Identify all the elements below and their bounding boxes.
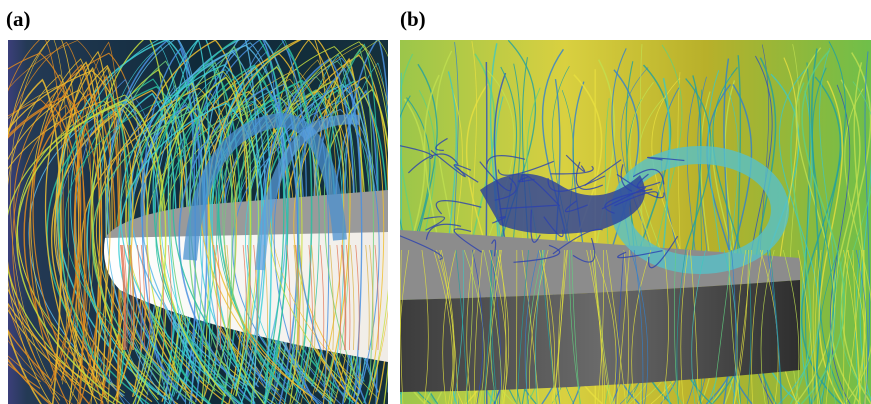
panel-label: (b) [400,7,426,31]
panel-label: (a) [6,7,31,31]
figure-svg: (a) (b) [0,0,871,404]
streamline [389,250,401,404]
panel-b [384,40,871,404]
figure: (a) (b) [0,0,871,404]
panel-a [0,30,407,404]
